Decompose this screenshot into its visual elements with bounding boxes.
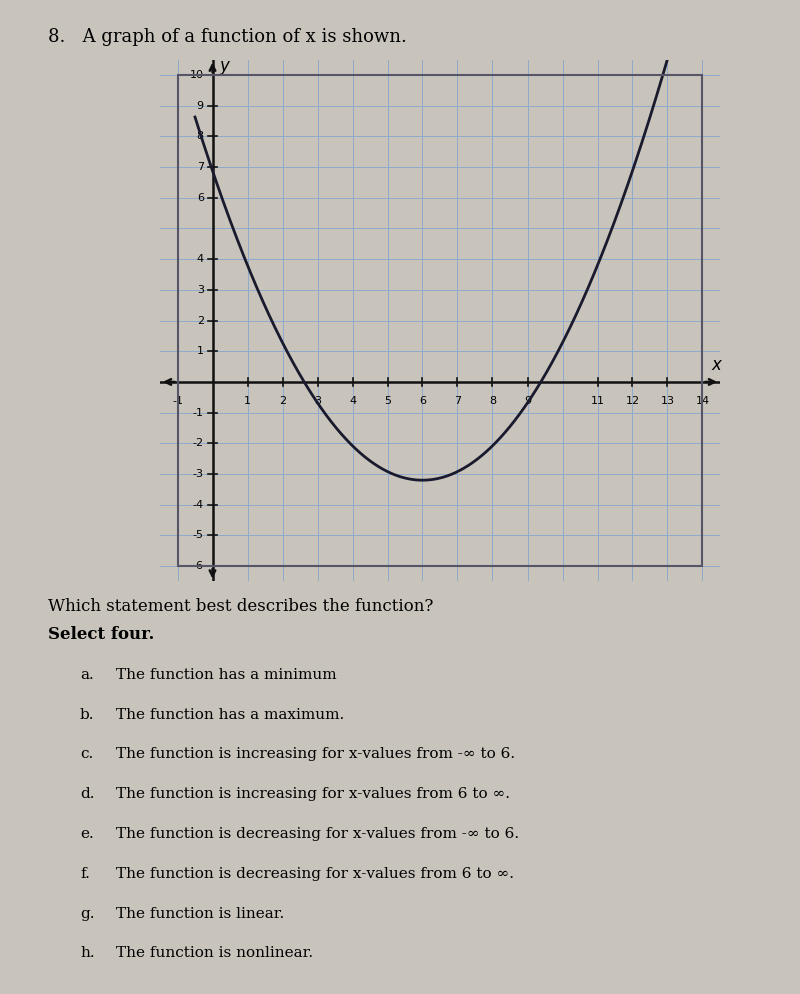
Text: 13: 13 — [661, 396, 674, 406]
Text: b.: b. — [80, 708, 94, 722]
Text: f.: f. — [80, 867, 90, 881]
Text: 8.   A graph of a function of x is shown.: 8. A graph of a function of x is shown. — [48, 28, 407, 46]
Text: -5: -5 — [193, 531, 204, 541]
Text: 9: 9 — [524, 396, 531, 406]
Text: The function has a maximum.: The function has a maximum. — [116, 708, 344, 722]
Text: The function is increasing for x-values from -∞ to 6.: The function is increasing for x-values … — [116, 747, 515, 761]
Text: 4: 4 — [197, 254, 204, 264]
Text: 14: 14 — [695, 396, 710, 406]
Text: y: y — [220, 57, 230, 75]
Text: g.: g. — [80, 907, 94, 920]
Text: 2: 2 — [197, 315, 204, 326]
Text: Which statement best describes the function?: Which statement best describes the funct… — [48, 598, 434, 615]
Text: 1: 1 — [244, 396, 251, 406]
Text: -1: -1 — [172, 396, 183, 406]
Text: 9: 9 — [197, 100, 204, 110]
Text: -6: -6 — [193, 562, 204, 572]
Text: 5: 5 — [384, 396, 391, 406]
Text: The function has a minimum: The function has a minimum — [116, 668, 337, 682]
Text: The function is nonlinear.: The function is nonlinear. — [116, 946, 313, 960]
Text: h.: h. — [80, 946, 94, 960]
Text: 3: 3 — [197, 285, 204, 295]
Text: The function is decreasing for x-values from -∞ to 6.: The function is decreasing for x-values … — [116, 827, 519, 841]
Text: 8: 8 — [197, 131, 204, 141]
Text: -2: -2 — [193, 438, 204, 448]
Text: The function is increasing for x-values from 6 to ∞.: The function is increasing for x-values … — [116, 787, 510, 801]
Text: a.: a. — [80, 668, 94, 682]
Text: c.: c. — [80, 747, 94, 761]
Text: The function is decreasing for x-values from 6 to ∞.: The function is decreasing for x-values … — [116, 867, 514, 881]
Text: 10: 10 — [190, 70, 204, 80]
Text: 1: 1 — [197, 346, 204, 356]
Text: -4: -4 — [193, 500, 204, 510]
Text: 3: 3 — [314, 396, 321, 406]
Text: -3: -3 — [193, 469, 204, 479]
Text: e.: e. — [80, 827, 94, 841]
Text: 7: 7 — [197, 162, 204, 172]
Text: 6: 6 — [197, 193, 204, 203]
Text: 2: 2 — [279, 396, 286, 406]
Text: The function is linear.: The function is linear. — [116, 907, 284, 920]
Text: Select four.: Select four. — [48, 626, 154, 643]
Text: 11: 11 — [590, 396, 605, 406]
Text: d.: d. — [80, 787, 94, 801]
Text: -1: -1 — [193, 408, 204, 417]
Text: 7: 7 — [454, 396, 461, 406]
Text: 8: 8 — [489, 396, 496, 406]
Text: x: x — [711, 356, 722, 374]
Text: 6: 6 — [419, 396, 426, 406]
Text: 4: 4 — [349, 396, 356, 406]
Text: 12: 12 — [626, 396, 639, 406]
